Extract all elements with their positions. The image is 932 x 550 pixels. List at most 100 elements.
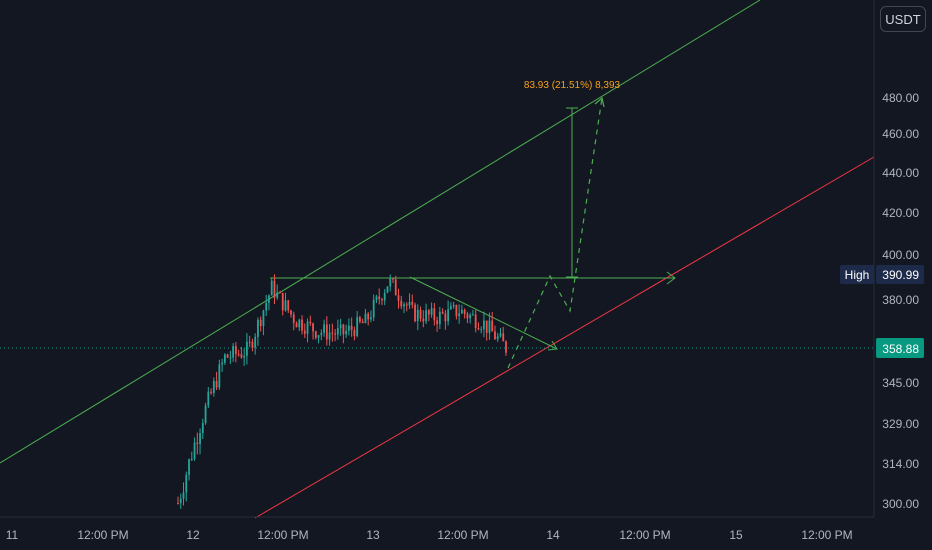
candle-body bbox=[425, 310, 427, 322]
candle-body bbox=[474, 314, 477, 329]
time-tick: 12:00 PM bbox=[619, 528, 670, 542]
candle-body bbox=[444, 313, 447, 322]
candle-body bbox=[188, 459, 190, 475]
candle-body bbox=[364, 313, 367, 324]
candle-body bbox=[248, 341, 251, 343]
candle-body bbox=[430, 308, 433, 315]
candle-body bbox=[447, 309, 450, 322]
candle-body bbox=[494, 331, 496, 340]
price-tick: 460.00 bbox=[882, 127, 919, 141]
candle-body bbox=[372, 299, 375, 318]
price-tick: 345.00 bbox=[882, 376, 919, 390]
price-tick: 480.00 bbox=[882, 91, 919, 105]
candle-body bbox=[452, 305, 455, 307]
candle-body bbox=[419, 309, 422, 319]
time-axis[interactable]: 11 12:00 PM 12 12:00 PM 13 12:00 PM 14 1… bbox=[0, 516, 874, 542]
candle-body bbox=[480, 329, 483, 331]
candle-body bbox=[342, 324, 345, 335]
candle-body bbox=[381, 299, 383, 301]
currency-button[interactable]: USDT bbox=[880, 6, 926, 32]
candle-body bbox=[455, 305, 458, 317]
candle-body bbox=[483, 320, 485, 330]
candle-body bbox=[196, 442, 199, 445]
candle-body bbox=[185, 474, 188, 493]
candle-body bbox=[460, 309, 463, 314]
time-tick: 12:00 PM bbox=[257, 528, 308, 542]
candle-body bbox=[502, 333, 505, 342]
candle-body bbox=[276, 292, 279, 298]
candle-body bbox=[306, 321, 309, 334]
price-axis[interactable]: 480.00 460.00 440.00 420.00 400.00 380.0… bbox=[840, 0, 924, 517]
candle-body bbox=[400, 300, 403, 307]
candle-body bbox=[232, 346, 235, 358]
candle-body bbox=[270, 280, 273, 296]
price-tick: 300.00 bbox=[882, 497, 919, 511]
candle-body bbox=[328, 332, 331, 340]
time-tick: 12:00 PM bbox=[801, 528, 852, 542]
candle-body bbox=[290, 310, 292, 315]
high-tag-label: High bbox=[845, 268, 870, 282]
candle-body bbox=[463, 309, 466, 315]
candle-body bbox=[204, 405, 207, 424]
candle-body bbox=[394, 279, 397, 296]
resistance-arrow-head-icon bbox=[666, 271, 676, 285]
drawings-layer[interactable]: 83.93 (21.51%) 8,393 bbox=[0, 0, 875, 519]
price-tick: 420.00 bbox=[882, 206, 919, 220]
candle-body bbox=[488, 320, 491, 333]
price-tick: 314.00 bbox=[882, 457, 919, 471]
candle-body bbox=[207, 391, 210, 406]
time-tick: 14 bbox=[546, 528, 560, 542]
time-tick: 12 bbox=[186, 528, 200, 542]
candle-body bbox=[287, 300, 290, 311]
candle-body bbox=[370, 317, 372, 320]
candle-body bbox=[218, 364, 221, 388]
candle-body bbox=[416, 309, 419, 322]
candle-body bbox=[281, 292, 284, 311]
candle-body bbox=[210, 391, 212, 394]
candle-body bbox=[347, 325, 350, 331]
candle-body bbox=[334, 333, 337, 335]
candle-body bbox=[320, 332, 323, 336]
candle-body bbox=[201, 423, 204, 434]
time-tick: 12:00 PM bbox=[437, 528, 488, 542]
candle-body bbox=[240, 354, 243, 358]
projection-path[interactable] bbox=[507, 97, 603, 369]
time-tick: 12:00 PM bbox=[77, 528, 128, 542]
price-tick: 400.00 bbox=[882, 248, 919, 262]
candle-body bbox=[411, 301, 414, 305]
candle-body bbox=[339, 324, 342, 329]
candle-body bbox=[345, 330, 348, 335]
candle-body bbox=[257, 319, 259, 337]
candle-body bbox=[265, 302, 268, 311]
candle-body bbox=[458, 313, 461, 317]
candle-body bbox=[436, 320, 438, 325]
candle-body bbox=[386, 286, 389, 293]
candle-body bbox=[408, 301, 411, 306]
candle-body bbox=[273, 280, 276, 298]
candle-body bbox=[491, 320, 494, 332]
candle-body bbox=[190, 458, 193, 460]
candle-body bbox=[378, 296, 381, 300]
last-price-tag: 358.88 bbox=[876, 338, 924, 358]
channel-upper-trendline[interactable] bbox=[0, 0, 761, 464]
candle-body bbox=[234, 346, 237, 355]
candle-body bbox=[295, 322, 298, 328]
candle-body bbox=[199, 433, 201, 445]
candle-body bbox=[298, 319, 301, 328]
candle-body bbox=[433, 308, 436, 321]
candle-body bbox=[336, 328, 339, 335]
measure-label: 83.93 (21.51%) 8,393 bbox=[524, 80, 621, 91]
projection-arrow-head-icon bbox=[594, 96, 605, 108]
candle-body bbox=[317, 335, 320, 338]
candle-body bbox=[505, 341, 507, 353]
time-tick: 11 bbox=[6, 528, 19, 542]
candle-body bbox=[292, 314, 295, 323]
candle-body bbox=[397, 295, 400, 301]
candle-body bbox=[477, 328, 480, 330]
time-tick: 13 bbox=[366, 528, 380, 542]
channel-lower-trendline[interactable] bbox=[254, 156, 875, 519]
candle-body bbox=[427, 310, 430, 315]
candle-body bbox=[405, 304, 408, 306]
candle-body bbox=[392, 278, 394, 280]
